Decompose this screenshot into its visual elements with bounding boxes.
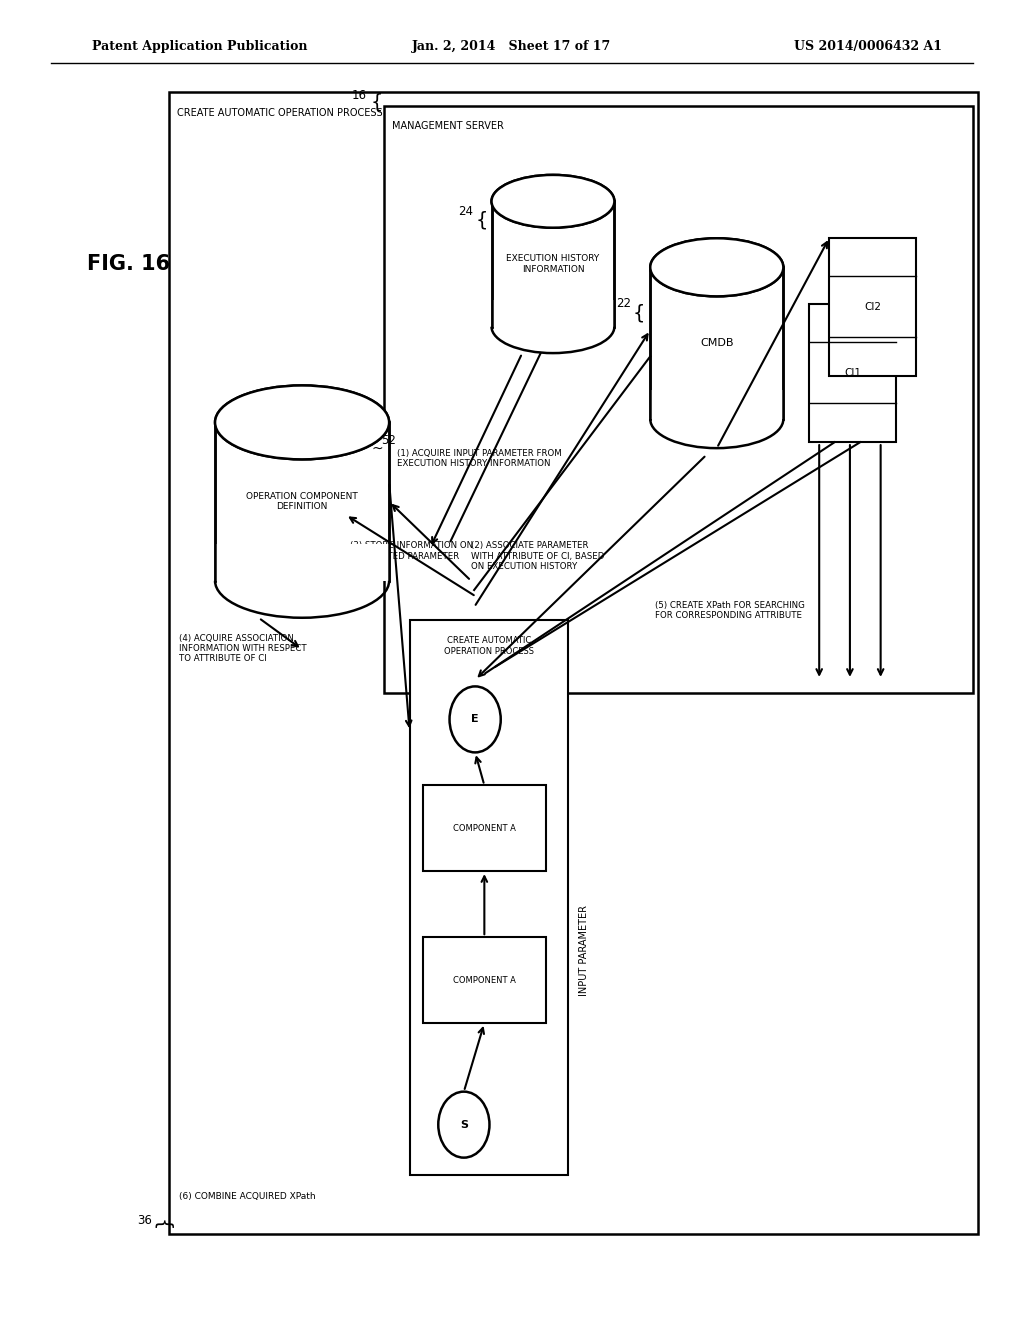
- Text: S: S: [460, 1119, 468, 1130]
- Text: (4) ACQUIRE ASSOCIATION
INFORMATION WITH RESPECT
TO ATTRIBUTE OF CI: (4) ACQUIRE ASSOCIATION INFORMATION WITH…: [179, 634, 307, 664]
- Bar: [492, 201, 614, 326]
- Bar: [650, 391, 783, 420]
- Text: INPUT PARAMETER: INPUT PARAMETER: [579, 906, 589, 995]
- Bar: [410, 620, 568, 1175]
- Text: 24: 24: [458, 205, 473, 218]
- Bar: [829, 238, 916, 376]
- Text: 22: 22: [615, 297, 631, 310]
- Text: US 2014/0006432 A1: US 2014/0006432 A1: [794, 40, 942, 53]
- Text: {: {: [153, 1218, 171, 1232]
- Ellipse shape: [492, 174, 614, 227]
- Bar: [215, 422, 389, 581]
- Text: MANAGEMENT SERVER: MANAGEMENT SERVER: [392, 121, 504, 132]
- Bar: [384, 106, 973, 693]
- Bar: [492, 300, 614, 326]
- Text: (2) ASSOCIATE PARAMETER
WITH ATTRIBUTE OF CI, BASED
ON EXECUTION HISTORY: (2) ASSOCIATE PARAMETER WITH ATTRIBUTE O…: [471, 541, 604, 572]
- Bar: [423, 937, 546, 1023]
- Text: (5) CREATE XPath FOR SEARCHING
FOR CORRESPONDING ATTRIBUTE: (5) CREATE XPath FOR SEARCHING FOR CORRE…: [655, 601, 805, 620]
- Text: CREATE AUTOMATIC
OPERATION PROCESS: CREATE AUTOMATIC OPERATION PROCESS: [444, 636, 534, 656]
- Text: (3) STORE INFORMATION ON
ASSOCIATED PARAMETER: (3) STORE INFORMATION ON ASSOCIATED PARA…: [350, 541, 473, 561]
- Ellipse shape: [650, 238, 783, 297]
- Text: COMPONENT A: COMPONENT A: [453, 975, 516, 985]
- Ellipse shape: [492, 174, 614, 227]
- Ellipse shape: [650, 238, 783, 297]
- Text: CI2: CI2: [864, 302, 882, 312]
- Text: (6) COMBINE ACQUIRED XPath: (6) COMBINE ACQUIRED XPath: [179, 1192, 315, 1201]
- Text: E: E: [471, 714, 479, 725]
- Text: {: {: [633, 304, 645, 322]
- Ellipse shape: [215, 385, 389, 459]
- Text: ~: ~: [371, 442, 383, 455]
- Text: 52: 52: [381, 434, 396, 447]
- Bar: [423, 785, 546, 871]
- Text: OPERATION COMPONENT
DEFINITION: OPERATION COMPONENT DEFINITION: [246, 492, 358, 511]
- Bar: [650, 267, 783, 420]
- Text: 36: 36: [136, 1214, 152, 1228]
- Text: {: {: [475, 211, 487, 230]
- Ellipse shape: [215, 385, 389, 459]
- Text: CI1: CI1: [844, 368, 861, 378]
- Text: FIG. 16: FIG. 16: [87, 253, 170, 275]
- Text: Jan. 2, 2014   Sheet 17 of 17: Jan. 2, 2014 Sheet 17 of 17: [413, 40, 611, 53]
- Bar: [215, 544, 389, 581]
- Text: CREATE AUTOMATIC OPERATION PROCESS: CREATE AUTOMATIC OPERATION PROCESS: [177, 108, 383, 119]
- Bar: [169, 92, 978, 1234]
- Text: (1) ACQUIRE INPUT PARAMETER FROM
EXECUTION HISTORY INFORMATION: (1) ACQUIRE INPUT PARAMETER FROM EXECUTI…: [397, 449, 562, 469]
- Text: EXECUTION HISTORY
INFORMATION: EXECUTION HISTORY INFORMATION: [506, 255, 600, 273]
- Bar: [809, 304, 896, 442]
- Text: CMDB: CMDB: [700, 338, 733, 348]
- Text: COMPONENT A: COMPONENT A: [453, 824, 516, 833]
- Text: Patent Application Publication: Patent Application Publication: [92, 40, 307, 53]
- Text: 16: 16: [351, 88, 367, 102]
- Text: {: {: [371, 92, 383, 111]
